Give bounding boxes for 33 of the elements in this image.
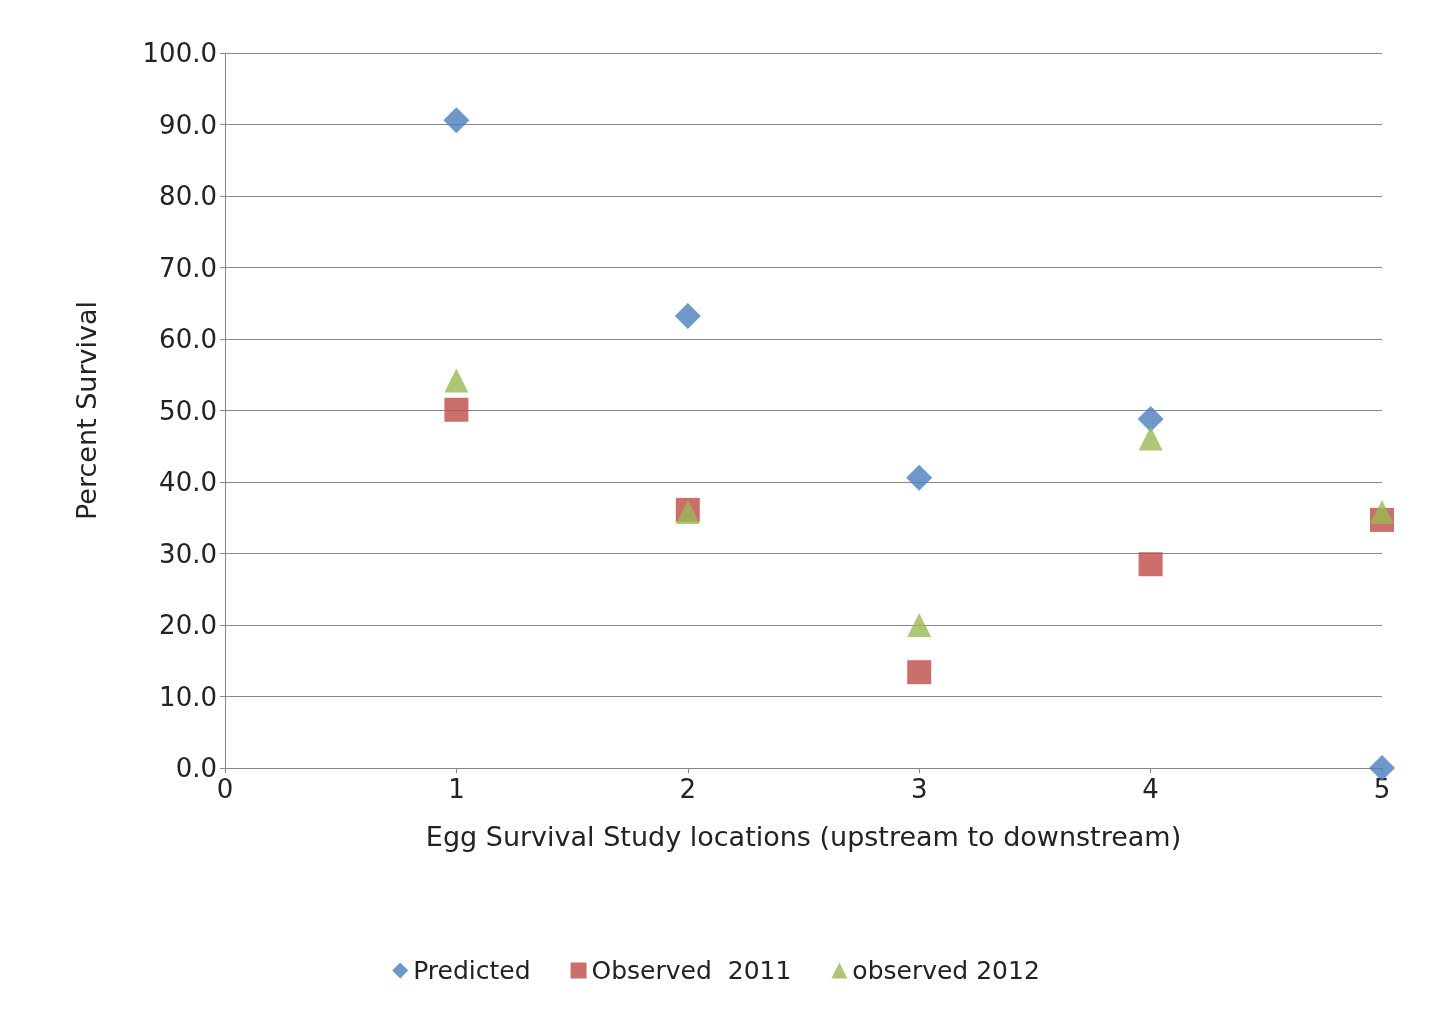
x-tick-label: 0: [216, 774, 234, 804]
x-tick-label: 1: [448, 774, 465, 804]
y-tick-label: 70.0: [159, 252, 217, 283]
x-tick-label: 4: [1142, 774, 1159, 804]
x-axis-title: Egg Survival Study locations (upstream to downstream): [425, 821, 1182, 852]
legend-label: Observed 2011: [591, 956, 792, 985]
y-tick-label: 20.0: [159, 610, 217, 640]
point: [1137, 406, 1164, 433]
point: [1138, 552, 1163, 577]
x-tick-label: 5: [1373, 774, 1391, 804]
y-tick-label: 40.0: [159, 467, 217, 497]
legend-label: Predicted: [413, 956, 531, 985]
y-tick-label: 60.0: [159, 324, 217, 354]
y-tick-label: 0.0: [175, 753, 217, 783]
point: [906, 464, 933, 491]
point: [444, 368, 469, 393]
point: [907, 613, 932, 637]
y-tick-label: 50.0: [159, 395, 217, 426]
y-axis-title: Percent Survival: [71, 300, 102, 521]
point: [444, 397, 469, 422]
point: [907, 660, 932, 685]
y-tick-label: 90.0: [159, 109, 217, 140]
y-tick-label: 30.0: [159, 538, 217, 569]
x-tick-label: 3: [910, 774, 928, 804]
y-tick-label: 10.0: [159, 681, 217, 712]
x-tick-label: 2: [679, 774, 697, 804]
point: [1370, 500, 1394, 525]
point: [1138, 426, 1163, 451]
y-tick-label: 100.0: [142, 38, 217, 68]
y-tick-label: 80.0: [159, 181, 217, 211]
legend-label: observed 2012: [852, 956, 1040, 985]
point: [443, 107, 470, 134]
point: [674, 303, 701, 330]
